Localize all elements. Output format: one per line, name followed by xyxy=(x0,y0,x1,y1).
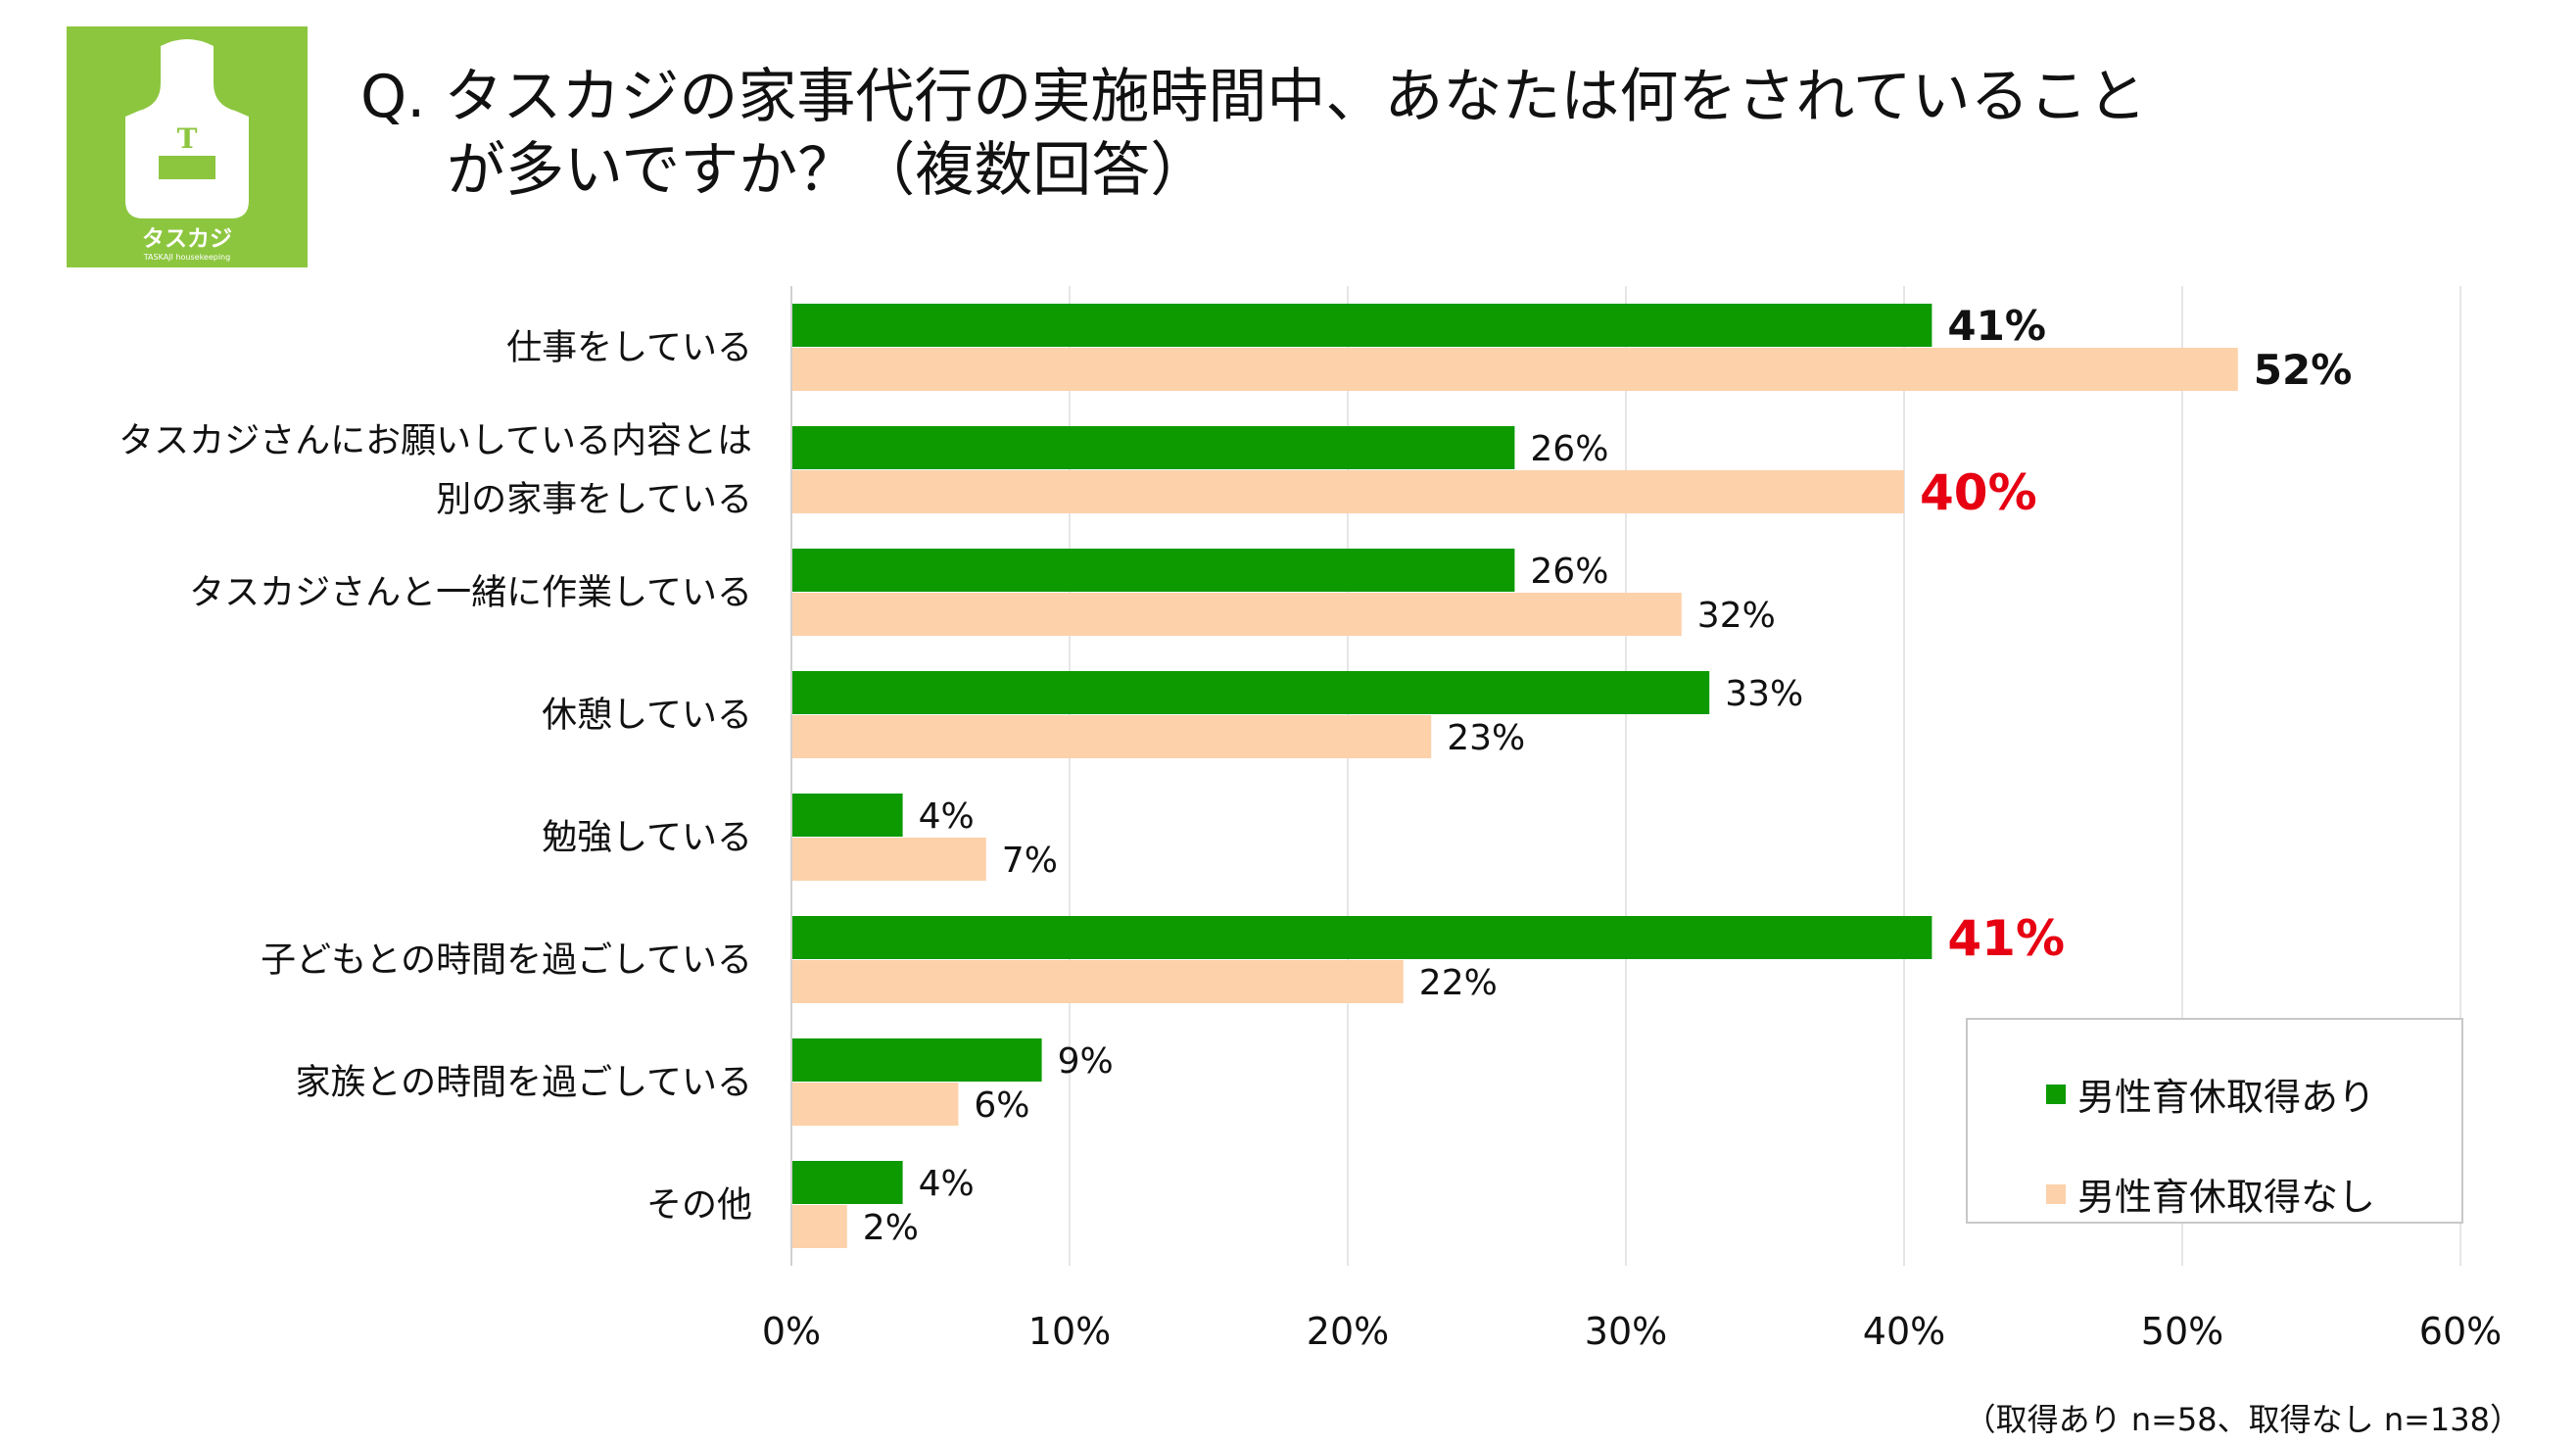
legend-item: 男性育休取得なし xyxy=(2046,1167,2375,1221)
bar-without-leave xyxy=(792,593,1682,636)
bar-without-leave xyxy=(792,348,2238,391)
bar-without-leave xyxy=(792,715,1432,758)
x-tick-label: 0% xyxy=(762,1310,821,1353)
bar-without-leave xyxy=(792,838,986,881)
category-label: 勉強している xyxy=(542,818,752,858)
bar-without-leave xyxy=(792,960,1404,1003)
bar-with-leave xyxy=(792,426,1515,469)
bar-without-leave xyxy=(792,470,1904,513)
data-label: 4% xyxy=(919,1164,975,1204)
bar-with-leave xyxy=(792,671,1710,714)
bar-without-leave xyxy=(792,1205,847,1248)
title-line-2: が多いですか？（複数回答） xyxy=(447,136,1210,205)
bar-with-leave xyxy=(792,304,1932,347)
x-tick-label: 50% xyxy=(2141,1310,2223,1353)
logo-letter: T xyxy=(177,122,198,155)
data-label: 41% xyxy=(1947,910,2065,967)
data-label: 41% xyxy=(1947,302,2046,350)
chart-legend: 男性育休取得あり 男性育休取得なし xyxy=(1966,1018,2463,1224)
title-line-1: Q. タスカジの家事代行の実施時間中、あなたは何をされていること xyxy=(360,63,2147,131)
bar-with-leave xyxy=(792,1038,1042,1082)
x-tick-label: 30% xyxy=(1585,1310,1667,1353)
data-label: 52% xyxy=(2254,346,2353,394)
data-label: 40% xyxy=(1920,464,2037,521)
category-label: 休憩している xyxy=(542,696,752,736)
category-label: タスカジさんにお願いしている内容とは xyxy=(119,421,752,461)
data-label: 4% xyxy=(919,796,975,837)
legend-swatch-0 xyxy=(2046,1084,2066,1104)
bar-without-leave xyxy=(792,1083,959,1126)
legend-swatch-1 xyxy=(2046,1183,2066,1204)
sample-size-note: （取得あり n=58、取得なし n=138） xyxy=(1964,1401,2521,1438)
category-label: その他 xyxy=(646,1185,752,1226)
x-tick-label: 60% xyxy=(2419,1310,2502,1353)
category-label: タスカジさんと一緒に作業している xyxy=(189,573,752,613)
category-label: 家族との時間を過ごしている xyxy=(295,1063,752,1103)
legend-item: 男性育休取得あり xyxy=(2046,1067,2375,1121)
category-label: 別の家事をしている xyxy=(436,480,752,520)
data-label: 2% xyxy=(863,1208,919,1248)
x-tick-label: 40% xyxy=(1863,1310,1945,1353)
data-label: 6% xyxy=(974,1085,1029,1126)
data-label: 9% xyxy=(1058,1041,1114,1082)
legend-label: 男性育休取得なし xyxy=(2077,1176,2376,1219)
page-title: Q. タスカジの家事代行の実施時間中、あなたは何をされていること が多いですか？… xyxy=(360,61,2147,208)
bar-with-leave xyxy=(792,549,1515,592)
apron-icon: T タスカジ TASKAJI housekeeping xyxy=(125,39,249,262)
data-label: 32% xyxy=(1697,596,1776,636)
x-tick-label: 10% xyxy=(1028,1310,1111,1353)
data-label: 26% xyxy=(1530,552,1608,592)
data-label: 23% xyxy=(1447,718,1525,758)
logo-tagline: TASKAJI housekeeping xyxy=(143,253,230,262)
bar-with-leave xyxy=(792,794,903,837)
bar-with-leave xyxy=(792,916,1932,959)
data-label: 7% xyxy=(1002,841,1058,881)
data-label: 33% xyxy=(1725,674,1803,714)
legend-label: 男性育休取得あり xyxy=(2077,1076,2376,1119)
x-tick-label: 20% xyxy=(1307,1310,1389,1353)
taskaji-logo: T タスカジ TASKAJI housekeeping xyxy=(67,26,308,267)
data-label: 26% xyxy=(1530,429,1608,469)
bar-with-leave xyxy=(792,1161,903,1204)
category-label: 仕事をしている xyxy=(506,328,752,368)
logo-name: タスカジ xyxy=(142,226,232,252)
category-label: 子どもとの時間を過ごしている xyxy=(261,940,752,981)
data-label: 22% xyxy=(1419,963,1498,1003)
